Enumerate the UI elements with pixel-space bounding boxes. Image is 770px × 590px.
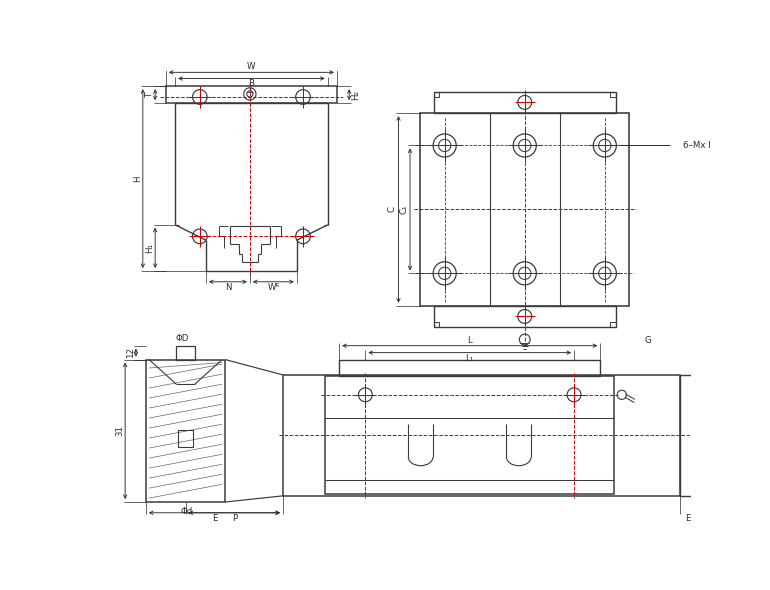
Text: Φd: Φd (181, 507, 193, 516)
Bar (339, 359, 601, 376)
Bar (166, 86, 337, 103)
Bar (420, 113, 630, 306)
Text: C₁: C₁ (400, 205, 408, 214)
Text: P: P (232, 514, 237, 523)
Bar (146, 359, 225, 502)
Bar (434, 306, 616, 327)
Bar (283, 375, 680, 496)
Text: L₁: L₁ (466, 353, 474, 362)
Bar (176, 346, 195, 359)
Bar (434, 322, 439, 327)
Text: Wᴿ: Wᴿ (267, 283, 280, 291)
Text: 31: 31 (116, 425, 124, 436)
Text: W: W (247, 63, 256, 71)
Text: H₂: H₂ (351, 90, 360, 100)
Bar (434, 91, 616, 113)
Text: 6–Mx l: 6–Mx l (684, 141, 711, 150)
Bar (679, 375, 697, 496)
Text: T: T (146, 92, 154, 97)
Bar (434, 91, 439, 97)
Text: L: L (467, 336, 472, 345)
Bar (325, 376, 614, 494)
Text: E: E (685, 514, 691, 523)
Bar (610, 91, 616, 97)
Bar (610, 322, 616, 327)
Text: B: B (249, 80, 254, 88)
Text: H: H (133, 175, 142, 182)
Text: 12: 12 (126, 347, 135, 358)
Text: E: E (212, 514, 217, 523)
Bar (178, 430, 193, 447)
Text: N: N (225, 283, 231, 291)
Text: G: G (645, 336, 651, 345)
Text: C: C (388, 206, 397, 212)
Text: ΦD: ΦD (176, 335, 189, 343)
Text: H₁: H₁ (146, 243, 154, 253)
